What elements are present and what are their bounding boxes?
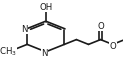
Text: O: O xyxy=(97,22,104,31)
Text: N: N xyxy=(41,49,48,58)
Text: N: N xyxy=(21,25,27,34)
Text: O: O xyxy=(110,42,117,51)
Text: CH$_3$: CH$_3$ xyxy=(0,46,17,58)
Text: OH: OH xyxy=(39,3,52,12)
